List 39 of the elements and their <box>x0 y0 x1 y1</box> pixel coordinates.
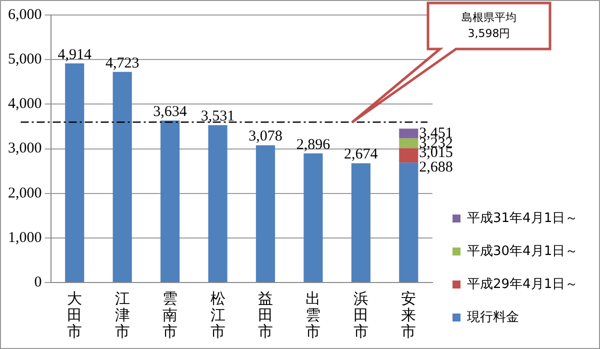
legend-label: 平成31年4月1日～ <box>467 210 578 226</box>
bar <box>304 153 323 282</box>
y-tick-label: 5,000 <box>8 52 42 68</box>
x-tick-label: 松江市 <box>210 290 226 341</box>
data-label: 2,674 <box>344 146 378 163</box>
data-label: 3,531 <box>200 108 235 125</box>
x-tick-label: 益田市 <box>258 290 273 341</box>
y-tick-label: 0 <box>34 274 42 290</box>
bar <box>399 128 418 138</box>
y-tick-label: 6,000 <box>8 6 42 23</box>
data-label: 3,634 <box>153 104 188 120</box>
data-label: 4,723 <box>105 55 140 72</box>
x-tick-label: 江津市 <box>114 290 130 341</box>
x-tick-label: 大田市 <box>67 290 82 341</box>
bar <box>112 72 132 282</box>
text: 島根県平均 3,598円 <box>462 10 516 40</box>
x-tick-label: 出雲市 <box>306 290 321 341</box>
legend-label: 平成29年4月1日～ <box>467 276 578 292</box>
legend-label: 現行料金 <box>467 310 519 325</box>
y-tick-label: 2,000 <box>8 185 42 202</box>
bar <box>351 163 370 282</box>
data-label: 2,896 <box>296 136 331 153</box>
bar <box>399 162 418 282</box>
y-tick-label: 3,000 <box>8 140 42 157</box>
x-tick-label: 浜田市 <box>353 290 368 341</box>
bar <box>399 138 418 148</box>
bar <box>160 120 180 282</box>
bar <box>399 148 418 163</box>
bar <box>208 125 228 282</box>
y-tick-label: 4,000 <box>8 96 42 112</box>
data-label: 4,914 <box>58 46 92 63</box>
legend-label: 平成30年4月1日～ <box>467 244 578 259</box>
annotation: 2,688 <box>419 160 453 176</box>
bar <box>256 145 276 282</box>
data-label: 3,078 <box>248 128 282 145</box>
bar <box>65 63 84 282</box>
x-tick-label: 安来市 <box>401 290 416 341</box>
x-tick-label: 雲南市 <box>162 290 178 341</box>
y-tick-label: 1,000 <box>8 230 42 246</box>
